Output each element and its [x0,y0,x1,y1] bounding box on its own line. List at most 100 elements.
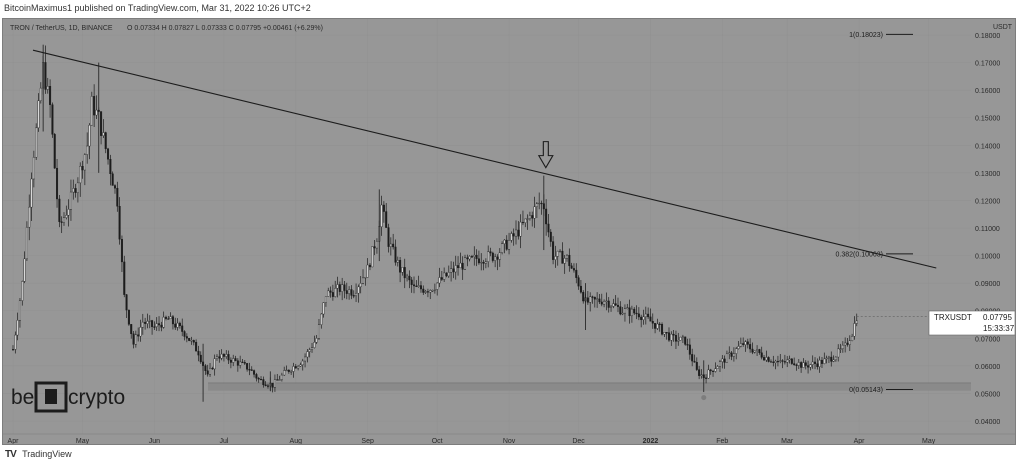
candle-body [171,316,174,325]
x-tick-label: Apr [854,438,866,444]
candle-body [359,283,362,288]
candle-body [389,243,392,247]
candle-body [44,62,47,90]
y-tick-label: 0.18000 [975,33,1000,40]
candle-body [81,166,84,171]
y-tick-label: 0.09000 [975,281,1000,288]
candle-body [262,379,265,386]
candle-body [774,360,777,363]
y-tick-label: 0.06000 [975,364,1000,371]
candle-body [413,284,416,287]
candle-body [322,302,325,315]
candle-body [630,308,633,317]
candle-body [554,256,557,260]
candle-body [763,357,766,361]
candle-body [276,379,279,381]
candle-body [679,336,682,341]
candle-body [737,346,740,349]
candle-body [209,367,212,375]
candle-body [800,362,803,368]
fib-level-label: 0.382(0.10063) [836,251,883,258]
candle-body [215,356,218,359]
candle-body [417,285,420,287]
candle-body [222,353,225,357]
candle-body [32,157,35,180]
candle-body [440,277,443,280]
candle-body [102,132,105,136]
support-zone [208,382,971,391]
candle-body [422,288,425,293]
candle-body [853,323,856,337]
candle-body [846,342,849,345]
candle-body [744,341,747,345]
current-price-tag: TRXUSDT 0.07795 15:33:37 [928,310,1015,336]
candle-body [487,251,490,262]
candle-body [213,358,216,370]
candle-body [568,254,571,267]
x-tick-label: Nov [503,438,516,444]
candle-body [62,217,65,223]
candle-body [141,321,144,328]
x-tick-label: Sep [361,438,374,444]
x-tick-label: Mar [781,438,794,444]
candle-body [394,246,397,263]
candle-body [623,308,626,314]
candle-body [788,358,791,361]
candle-body [334,288,337,297]
candle-body [786,359,789,363]
candle-body [559,250,562,253]
candle-body [637,313,640,318]
candle-body [169,316,172,319]
candle-body [60,221,63,223]
candle-body [531,215,534,219]
candle-body [331,292,334,297]
candle-body [278,379,281,381]
candle-body [313,342,316,348]
candle-body [341,284,344,292]
chart-panel[interactable]: 1(0.18023) 0.382(0.10063) 0(0.05143) 0.180… [2,18,1016,445]
candle-body [494,256,497,261]
candle-body [658,323,661,325]
candle-body [113,185,116,189]
candle-body [406,275,409,279]
candle-body [452,268,455,273]
candle-body [811,361,814,365]
candle-body [790,358,793,364]
candle-body [830,356,833,362]
candle-body [832,359,835,362]
candle-body [691,354,694,362]
candle-body [844,342,847,346]
candle-body [399,260,402,273]
candle-body [457,265,460,269]
candle-body [336,284,339,289]
candle-body [464,257,467,270]
candle-body [266,385,269,387]
candle-body [470,256,473,258]
candle-body [264,384,267,386]
candle-body [626,307,629,309]
candle-body [589,296,592,303]
candle-body [415,285,418,287]
candle-body [732,353,735,357]
candle-body [72,188,75,193]
price-chart[interactable]: 1(0.18023) 0.382(0.10063) 0(0.05143) 0.180… [3,19,1015,444]
candle-body [51,104,54,135]
candle-body [280,374,283,380]
candle-body [841,344,844,349]
candle-body [30,178,33,208]
candle-body [21,281,24,301]
candle-body [716,366,719,369]
candle-body [438,277,441,284]
candle-body [429,290,432,293]
candle-body [132,333,135,345]
candle-body [248,369,251,371]
candle-body [586,297,589,303]
x-tick-label: Apr [8,438,20,444]
candle-body [67,209,70,216]
candle-body [380,204,383,227]
candle-body [725,353,728,363]
candle-body [116,187,119,207]
candle-body [515,229,518,237]
candle-body [306,351,309,358]
candle-body [234,358,237,361]
